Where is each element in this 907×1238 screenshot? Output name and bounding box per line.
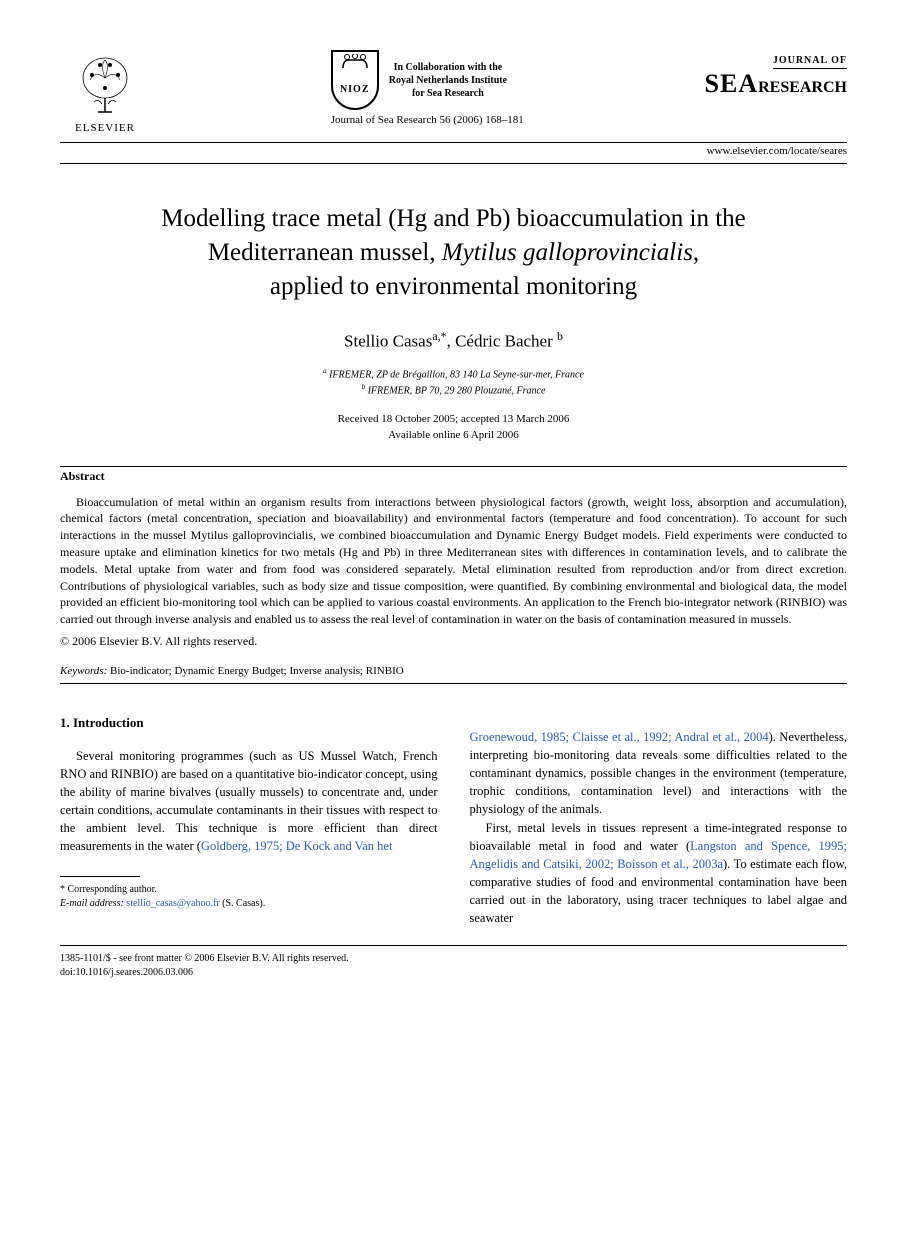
elsevier-label: ELSEVIER <box>75 122 135 134</box>
collab-line2: Royal Netherlands Institute <box>389 74 507 87</box>
affiliation-b: IFREMER, BP 70, 29 280 Plouzané, France <box>368 386 546 397</box>
nioz-logo-icon: NIOZ <box>331 50 379 110</box>
body-columns: 1. Introduction Several monitoring progr… <box>60 686 847 927</box>
title-line2-italic: Mytilus galloprovincialis <box>442 239 693 266</box>
keywords: Keywords: Bio-indicator; Dynamic Energy … <box>60 665 847 677</box>
citation-link[interactable]: Goldberg, 1975; De Kock and Van het <box>201 839 393 853</box>
body-column-right: Groenewoud, 1985; Claisse et al., 1992; … <box>470 686 848 927</box>
abstract-heading: Abstract <box>60 469 847 484</box>
header-divider-bottom <box>60 163 847 164</box>
citation-link[interactable]: Groenewoud, 1985; Claisse et al., 1992; … <box>470 730 769 744</box>
affiliation-a: IFREMER, ZP de Brégaillon, 83 140 La Sey… <box>329 369 584 380</box>
abstract-divider-bottom <box>60 683 847 684</box>
collab-line3: for Sea Research <box>389 87 507 100</box>
author1-name: Stellio Casas <box>344 332 432 351</box>
abstract-divider-top <box>60 466 847 467</box>
doi-line: doi:10.1016/j.seares.2006.03.006 <box>60 966 847 980</box>
page-header: ELSEVIER NIOZ In Collaboration with the … <box>60 50 847 134</box>
header-divider-top <box>60 142 847 143</box>
elsevier-tree-icon <box>70 50 140 120</box>
journal-of-label: JOURNAL OF <box>773 55 847 69</box>
elsevier-logo: ELSEVIER <box>60 50 150 134</box>
keywords-label: Keywords: <box>60 665 107 677</box>
email-label: E-mail address: <box>60 898 124 909</box>
intro-paragraph-1-cont: Groenewoud, 1985; Claisse et al., 1992; … <box>470 728 848 819</box>
online-date: Available online 6 April 2006 <box>388 429 519 441</box>
locate-url: www.elsevier.com/locate/seares <box>60 145 847 157</box>
affiliations: a IFREMER, ZP de Brégaillon, 83 140 La S… <box>60 366 847 399</box>
bottom-info: 1385-1101/$ - see front matter © 2006 El… <box>60 952 847 980</box>
collab-line1: In Collaboration with the <box>389 61 507 74</box>
nioz-label: NIOZ <box>340 84 370 95</box>
center-header-block: NIOZ In Collaboration with the Royal Net… <box>331 50 524 126</box>
email-tail: (S. Casas). <box>220 898 266 909</box>
sea-research-label: SEARESEARCH <box>705 69 847 99</box>
article-dates: Received 18 October 2005; accepted 13 Ma… <box>60 411 847 444</box>
corresponding-author-footnote: * Corresponding author. E-mail address: … <box>60 883 438 911</box>
footnote-divider <box>60 876 140 877</box>
sea-label: SEA <box>705 69 759 98</box>
bottom-divider <box>60 945 847 946</box>
author2-name: , Cédric Bacher <box>447 332 553 351</box>
authors: Stellio Casasa,*, Cédric Bacher b <box>60 329 847 352</box>
email-link[interactable]: stellio_casas@yahoo.fr <box>124 898 220 909</box>
intro-p1-text: Several monitoring programmes (such as U… <box>60 749 438 854</box>
abstract-text: Bioaccumulation of metal within an organ… <box>60 494 847 628</box>
article-title: Modelling trace metal (Hg and Pb) bioacc… <box>60 202 847 303</box>
author2-affil-sup: b <box>557 329 563 343</box>
title-line3: applied to environmental monitoring <box>270 273 637 300</box>
intro-paragraph-2: First, metal levels in tissues represent… <box>470 819 848 928</box>
collaboration-text: In Collaboration with the Royal Netherla… <box>389 61 507 100</box>
title-line2-comma: , <box>693 239 699 266</box>
journal-logo: JOURNAL OF SEARESEARCH <box>705 50 847 99</box>
journal-reference: Journal of Sea Research 56 (2006) 168–18… <box>331 114 524 126</box>
keywords-text: Bio-indicator; Dynamic Energy Budget; In… <box>107 665 403 677</box>
intro-paragraph-1: Several monitoring programmes (such as U… <box>60 747 438 856</box>
corr-author-label: * Corresponding author. <box>60 883 438 897</box>
title-line2-plain: Mediterranean mussel, <box>208 239 442 266</box>
abstract-copyright: © 2006 Elsevier B.V. All rights reserved… <box>60 634 847 649</box>
author1-affil-sup: a, <box>432 329 440 343</box>
section-1-heading: 1. Introduction <box>60 714 438 733</box>
body-column-left: 1. Introduction Several monitoring progr… <box>60 686 438 927</box>
research-label: RESEARCH <box>758 79 847 96</box>
received-date: Received 18 October 2005; accepted 13 Ma… <box>338 413 570 425</box>
issn-line: 1385-1101/$ - see front matter © 2006 El… <box>60 952 847 966</box>
title-line1: Modelling trace metal (Hg and Pb) bioacc… <box>161 205 746 232</box>
